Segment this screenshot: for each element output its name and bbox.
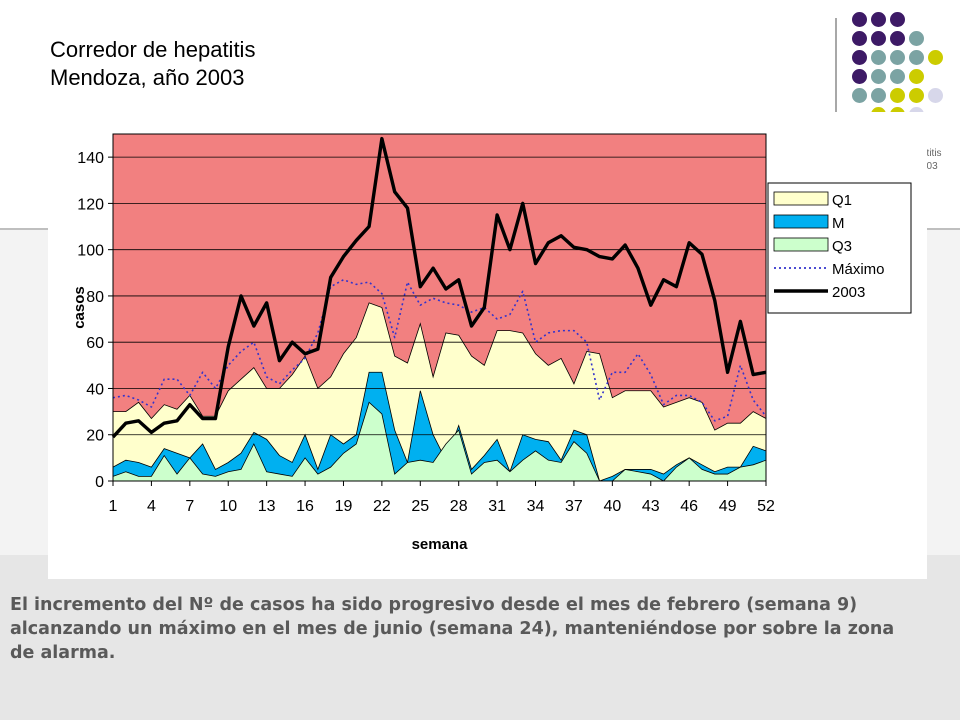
legend-swatch-q3 — [773, 237, 829, 252]
legend-swatch-q1 — [773, 191, 829, 206]
x-tick-label: 46 — [680, 498, 698, 515]
plot-frame — [112, 133, 767, 482]
decorative-divider — [835, 18, 837, 112]
x-tick-label: 37 — [565, 498, 583, 515]
y-tick-label: 140 — [77, 150, 104, 167]
decorative-dot — [909, 31, 924, 46]
x-tick-label: 52 — [757, 498, 775, 515]
x-tick-label: 34 — [527, 498, 545, 515]
x-tick-label: 19 — [335, 498, 353, 515]
legend-label: Máximo — [832, 261, 885, 278]
x-tick-label: 28 — [450, 498, 468, 515]
decorative-dot — [890, 88, 905, 103]
decorative-dot — [871, 31, 886, 46]
x-axis-label: semana — [412, 536, 469, 553]
decorative-dot — [852, 88, 867, 103]
content-band-right — [927, 230, 960, 555]
decorative-dot — [852, 69, 867, 84]
x-tick-label: 4 — [147, 498, 156, 515]
legend: Q1 M Q3 Máximo 2003 — [767, 182, 912, 314]
slide-title: Corredor de hepatitis Mendoza, año 2003 — [50, 36, 255, 92]
x-tick-label: 40 — [603, 498, 621, 515]
legend-label: Q3 — [832, 238, 852, 255]
decorative-dot — [890, 50, 905, 65]
x-tick-label: 7 — [185, 498, 194, 515]
decorative-dot — [871, 88, 886, 103]
content-band-left — [0, 230, 48, 555]
legend-label: M — [832, 215, 845, 232]
decorative-dot — [928, 50, 943, 65]
line-series-2003 — [111, 136, 767, 439]
axes: 0 20 40 60 80 100 120 140 1 4 7 10 13 16 19 22 25 28 31 34 3… — [71, 133, 775, 553]
y-tick-label: 40 — [86, 381, 104, 398]
background-title-fragment: atitis 003 — [921, 148, 942, 172]
legend-label: Q1 — [832, 192, 852, 209]
decorative-dot — [890, 69, 905, 84]
decorative-dot — [871, 50, 886, 65]
legend-swatch-m — [773, 214, 829, 229]
y-axis-label: casos — [71, 286, 88, 329]
y-tick-label: 60 — [86, 335, 104, 352]
decorative-dot — [890, 31, 905, 46]
x-tick-label: 13 — [258, 498, 276, 515]
area-series-q3 — [112, 401, 767, 482]
decorative-dot — [909, 50, 924, 65]
x-tick-label: 22 — [373, 498, 391, 515]
title-line-2: Mendoza, año 2003 — [50, 65, 245, 90]
y-tick-label: 120 — [77, 196, 104, 213]
decorative-dot — [928, 88, 943, 103]
decorative-dot — [909, 88, 924, 103]
x-tick-label: 16 — [296, 498, 314, 515]
legend-label: 2003 — [832, 284, 865, 301]
decorative-dot — [852, 12, 867, 27]
x-tick-label: 43 — [642, 498, 660, 515]
x-tick-label: 10 — [219, 498, 237, 515]
x-tick-label: 49 — [719, 498, 737, 515]
decorative-dot — [871, 12, 886, 27]
y-tick-label: 0 — [95, 474, 104, 491]
decorative-dot — [852, 50, 867, 65]
decorative-dot-grid — [852, 12, 960, 122]
slide-caption: El incremento del Nº de casos ha sido pr… — [10, 595, 895, 663]
y-tick-label: 80 — [86, 289, 104, 306]
decorative-dot — [909, 69, 924, 84]
decorative-dot — [852, 31, 867, 46]
x-tick-label: 31 — [488, 498, 506, 515]
chart-svg: 0 20 40 60 80 100 120 140 1 4 7 10 13 16 19 22 25 28 31 34 3… — [71, 133, 912, 553]
bottom-panel — [0, 555, 960, 720]
area-series — [112, 302, 767, 482]
line-series — [111, 136, 767, 439]
x-tick-label: 1 — [109, 498, 118, 515]
decorative-dot — [871, 69, 886, 84]
y-tick-label: 20 — [86, 428, 104, 445]
decorative-dot — [890, 12, 905, 27]
title-line-1: Corredor de hepatitis — [50, 37, 256, 62]
x-tick-label: 25 — [411, 498, 429, 515]
hepatitis-chart: 0 20 40 60 80 100 120 140 1 4 7 10 13 16 19 22 25 28 31 34 3… — [48, 112, 927, 579]
y-tick-label: 100 — [77, 243, 104, 260]
